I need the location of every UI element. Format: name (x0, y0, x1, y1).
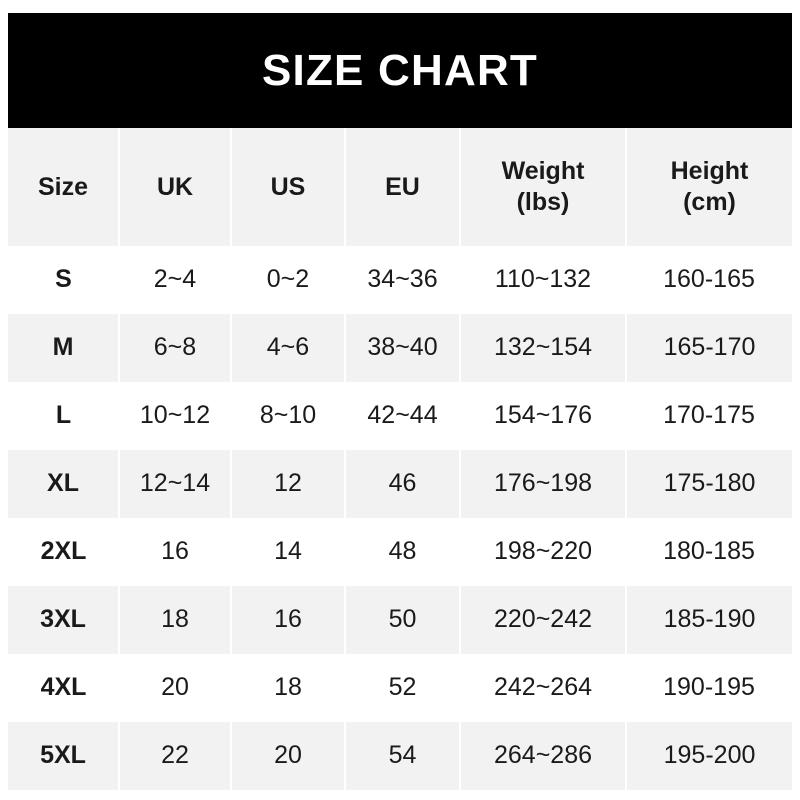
cell-weight: 110~132 (460, 246, 626, 314)
table-row: M 6~8 4~6 38~40 132~154 165-170 (8, 314, 792, 382)
cell-size: L (8, 382, 119, 450)
column-header-weight-label: Weight (501, 157, 585, 185)
column-header-weight: Weight (lbs) (459, 128, 627, 246)
cell-size: S (8, 246, 119, 314)
size-chart-body: S 2~4 0~2 34~36 110~132 160-165 M 6~8 4~… (8, 246, 792, 790)
cell-weight: 264~286 (459, 722, 627, 790)
cell-uk: 2~4 (119, 246, 231, 314)
cell-weight: 242~264 (460, 654, 626, 722)
cell-us: 18 (231, 654, 345, 722)
cell-eu: 54 (344, 722, 461, 790)
cell-us: 20 (230, 722, 346, 790)
cell-weight: 220~242 (459, 586, 627, 654)
title-banner-cell: SIZE CHART (8, 13, 792, 128)
cell-us: 16 (230, 586, 346, 654)
column-header-us-label: US (270, 172, 306, 201)
cell-height: 180-185 (626, 518, 792, 586)
cell-size: 4XL (8, 654, 119, 722)
column-header-us: US (230, 128, 346, 246)
cell-size: 3XL (8, 586, 120, 654)
cell-uk: 22 (118, 722, 232, 790)
cell-us: 8~10 (231, 382, 345, 450)
column-header-row: Size UK US EU Weight (lbs) Height (cm) (8, 128, 792, 246)
column-header-uk: UK (118, 128, 232, 246)
cell-eu: 34~36 (345, 246, 460, 314)
cell-weight: 154~176 (460, 382, 626, 450)
cell-weight: 132~154 (459, 314, 627, 382)
cell-size: M (8, 314, 120, 382)
cell-uk: 10~12 (119, 382, 231, 450)
column-header-uk-label: UK (156, 172, 194, 201)
cell-uk: 12~14 (118, 450, 232, 518)
cell-size: 5XL (8, 722, 120, 790)
cell-height: 170-175 (626, 382, 792, 450)
column-header-eu-label: EU (385, 172, 420, 201)
column-header-height-unit: (cm) (683, 188, 736, 216)
cell-height: 160-165 (626, 246, 792, 314)
table-row: 5XL 22 20 54 264~286 195-200 (8, 722, 792, 790)
cell-us: 14 (231, 518, 345, 586)
column-header-weight-unit: (lbs) (516, 188, 570, 216)
cell-eu: 52 (345, 654, 460, 722)
column-header-size: Size (8, 128, 120, 246)
cell-uk: 6~8 (118, 314, 232, 382)
cell-eu: 38~40 (344, 314, 461, 382)
cell-height: 175-180 (625, 450, 792, 518)
table-row: 3XL 18 16 50 220~242 185-190 (8, 586, 792, 654)
cell-height: 195-200 (625, 722, 792, 790)
cell-uk: 16 (119, 518, 231, 586)
cell-eu: 50 (344, 586, 461, 654)
cell-us: 0~2 (231, 246, 345, 314)
cell-size: XL (8, 450, 120, 518)
cell-weight: 198~220 (460, 518, 626, 586)
table-row: S 2~4 0~2 34~36 110~132 160-165 (8, 246, 792, 314)
cell-eu: 48 (345, 518, 460, 586)
cell-height: 165-170 (625, 314, 792, 382)
cell-uk: 20 (119, 654, 231, 722)
table-row: XL 12~14 12 46 176~198 175-180 (8, 450, 792, 518)
cell-us: 12 (230, 450, 346, 518)
size-chart-table: SIZE CHART Size UK US EU Weight (lb (8, 13, 792, 790)
page-title: SIZE CHART (262, 45, 538, 95)
cell-us: 4~6 (230, 314, 346, 382)
column-header-height-label: Height (670, 157, 749, 185)
table-row: 4XL 20 18 52 242~264 190-195 (8, 654, 792, 722)
column-header-height: Height (cm) (625, 128, 792, 246)
table-row: 2XL 16 14 48 198~220 180-185 (8, 518, 792, 586)
column-header-size-label: Size (37, 172, 89, 201)
size-chart-head: SIZE CHART Size UK US EU Weight (lb (8, 13, 792, 246)
title-banner-row: SIZE CHART (8, 13, 792, 128)
table-row: L 10~12 8~10 42~44 154~176 170-175 (8, 382, 792, 450)
cell-eu: 46 (344, 450, 461, 518)
cell-size: 2XL (8, 518, 119, 586)
cell-height: 190-195 (626, 654, 792, 722)
cell-eu: 42~44 (345, 382, 460, 450)
cell-weight: 176~198 (459, 450, 627, 518)
column-header-eu: EU (344, 128, 461, 246)
cell-height: 185-190 (625, 586, 792, 654)
cell-uk: 18 (118, 586, 232, 654)
